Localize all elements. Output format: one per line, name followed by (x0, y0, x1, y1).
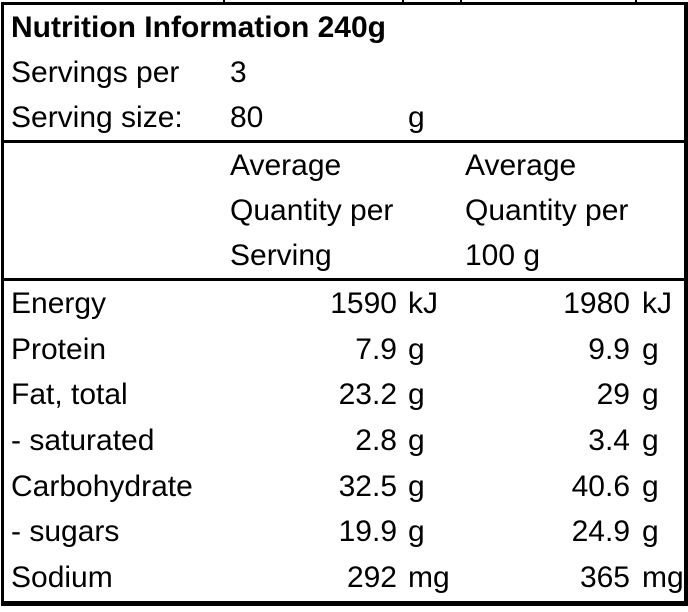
per-serving-unit: g (408, 515, 425, 549)
per-100g-value: 3.4 (588, 424, 630, 458)
serving-size-label: Serving size: (11, 100, 183, 134)
per-100g-value: 40.6 (571, 469, 630, 503)
per-100g-unit: mg (642, 561, 684, 595)
column-header-section: Average Quantity per Serving Average Qua… (4, 140, 684, 278)
per-serving-header-line1: Average (230, 149, 342, 182)
per-100g-value: 365 (579, 561, 630, 595)
table-row-sodium: Sodium 292 mg 365 mg (4, 555, 684, 601)
nutrient-name: Protein (11, 332, 107, 366)
serving-size-value: 80 (230, 100, 264, 134)
servings-per-value: 3 (230, 55, 247, 89)
per-100g-unit: g (642, 378, 659, 412)
table-row-saturated: - saturated 2.8 g 3.4 g (4, 418, 684, 464)
table-row-protein: Protein 7.9 g 9.9 g (4, 327, 684, 373)
per-100g-header-line3: 100 g (465, 239, 541, 272)
servings-per-label: Servings per (11, 55, 180, 89)
per-serving-column-header: Average Quantity per Serving (223, 143, 460, 278)
per-serving-value: 19.9 (338, 515, 397, 549)
nutrient-name: - sugars (11, 515, 120, 549)
per-100g-header-line1: Average (465, 149, 577, 182)
per-serving-value: 2.8 (355, 424, 397, 458)
table-row-sugars: - sugars 19.9 g 24.9 g (4, 510, 684, 556)
per-serving-value: 1590 (330, 286, 397, 320)
serving-info-section: Nutrition Information 240g Servings per … (4, 5, 684, 140)
panel-title: Nutrition Information 240g (11, 10, 386, 44)
per-serving-unit: g (408, 332, 425, 366)
serving-size-unit: g (408, 100, 425, 134)
per-serving-value: 23.2 (338, 378, 397, 412)
nutrient-name: Sodium (11, 561, 113, 595)
per-100g-unit: g (642, 424, 659, 458)
nutrient-name: Energy (11, 286, 107, 320)
per-100g-column-header: Average Quantity per 100 g (460, 143, 684, 278)
per-serving-header-line2: Quantity per (230, 194, 394, 227)
per-serving-unit: mg (408, 561, 450, 595)
per-serving-value: 32.5 (338, 469, 397, 503)
per-100g-unit: g (642, 332, 659, 366)
per-100g-unit: g (642, 515, 659, 549)
per-serving-header-line3: Serving (230, 239, 332, 272)
nutrient-table-body: Energy 1590 kJ 1980 kJ Protein 7.9 g 9.9… (4, 278, 684, 601)
per-serving-unit: kJ (408, 286, 438, 320)
table-row-carbohydrate: Carbohydrate 32.5 g 40.6 g (4, 464, 684, 510)
per-100g-value: 9.9 (588, 332, 630, 366)
per-serving-value: 292 (346, 561, 397, 595)
per-100g-value: 24.9 (571, 515, 630, 549)
per-100g-header-line2: Quantity per (465, 194, 629, 227)
nutrient-name: Carbohydrate (11, 469, 193, 503)
nutrient-name: - saturated (11, 424, 155, 458)
per-100g-value: 1980 (563, 286, 630, 320)
per-100g-unit: g (642, 469, 659, 503)
per-serving-unit: g (408, 424, 425, 458)
table-row-energy: Energy 1590 kJ 1980 kJ (4, 281, 684, 327)
nutrient-name: Fat, total (11, 378, 128, 412)
per-serving-unit: g (408, 469, 425, 503)
per-100g-unit: kJ (642, 286, 672, 320)
per-100g-value: 29 (596, 378, 630, 412)
serving-size-row: Serving size: 80 g (4, 95, 684, 140)
per-serving-unit: g (408, 378, 425, 412)
title-row: Nutrition Information 240g (4, 5, 684, 50)
table-row-fat-total: Fat, total 23.2 g 29 g (4, 372, 684, 418)
per-serving-value: 7.9 (355, 332, 397, 366)
servings-per-row: Servings per 3 (4, 50, 684, 95)
